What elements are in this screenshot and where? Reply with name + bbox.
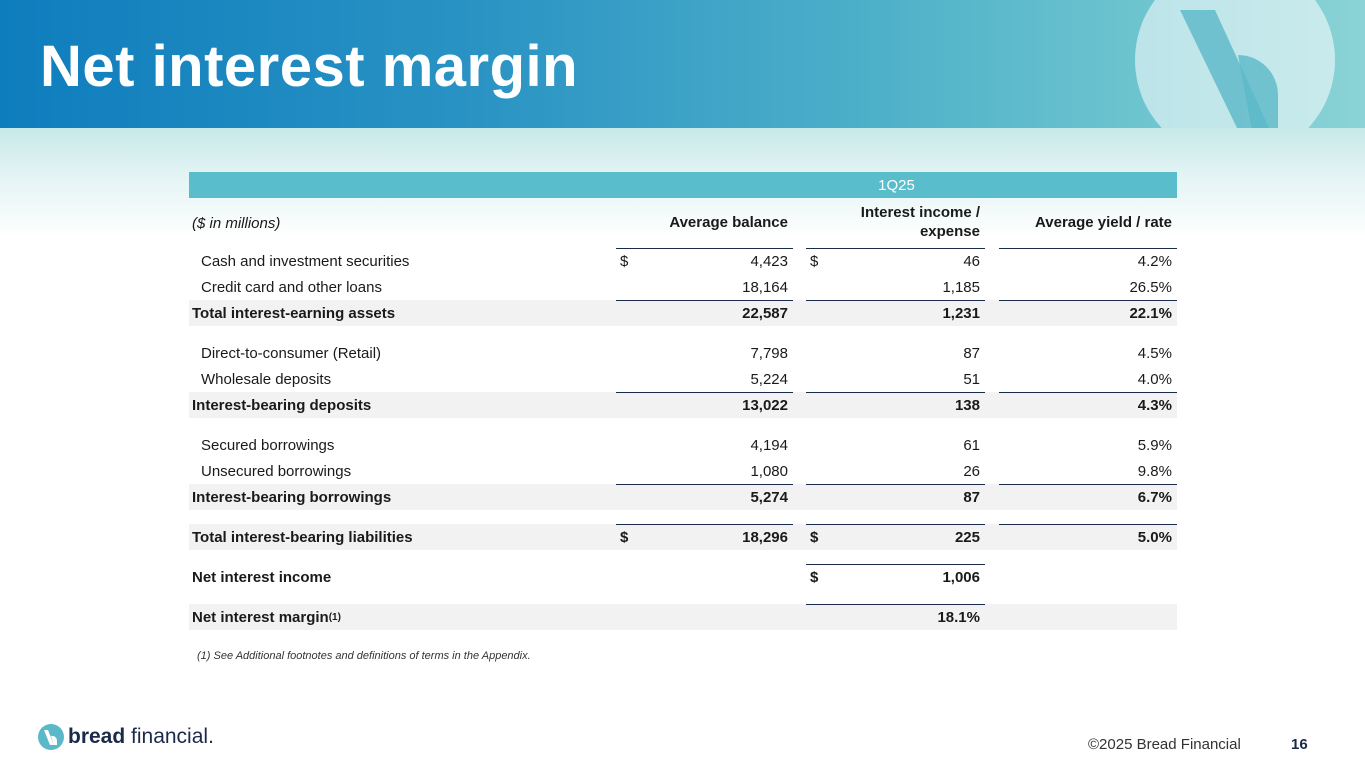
col-interest-income-line2: expense [919,223,980,240]
footnote-marker: (1) [328,611,341,623]
footnote: (1) See Additional footnotes and definit… [197,650,531,662]
dollar-sign: $ [810,252,819,270]
row-label: Total interest-bearing liabilities [192,528,413,546]
table-row-nim: Net interest margin (1) 18.1% [189,604,1177,630]
balance-cell: 13,022 [616,392,793,418]
balance-cell: 5,224 [750,370,788,388]
yield-cell: 5.9% [1137,436,1172,454]
column-header-row: ($ in millions) Average balance Interest… [189,198,1177,248]
table-row: Cash and investment securities $4,423 $4… [189,248,1177,274]
income-cell: $46 [806,248,985,274]
col-average-yield: Average yield / rate [1034,213,1172,231]
income-cell: 1,185 [942,278,980,296]
table-row-total: Total interest-bearing liabilities $18,2… [189,524,1177,550]
row-label: Net interest margin (1) [192,608,341,626]
income-cell: 51 [963,370,980,388]
balance-cell: $18,296 [616,524,793,550]
table-row-total: Total interest-earning assets 22,587 1,2… [189,300,1177,326]
yield-cell: 4.3% [999,392,1177,418]
table-row-total: Interest-bearing borrowings 5,274 87 6.7… [189,484,1177,510]
income-cell: 87 [963,344,980,362]
yield-cell: 6.7% [999,484,1177,510]
table-row: Secured borrowings 4,194 61 5.9% [189,432,1177,458]
brand-name: bread financial. [68,725,214,748]
dollar-sign: $ [620,528,629,546]
row-label: Unsecured borrowings [201,462,352,480]
balance-cell: 7,798 [750,344,788,362]
table-row: Unsecured borrowings 1,080 26 9.8% [189,458,1177,484]
col-interest-income-line1: Interest income / [860,204,980,222]
balance-cell: 4,194 [750,436,788,454]
balance-cell: 18,164 [742,278,788,296]
dollar-sign: $ [620,252,629,270]
bread-logo-icon [38,724,64,750]
page-title: Net interest margin [40,34,579,99]
row-label: Secured borrowings [201,436,335,454]
col-interest-income: Interest income / expense [806,198,985,248]
income-cell: 1,231 [806,300,985,326]
balance-cell: 22,587 [616,300,793,326]
income-cell: $225 [806,524,985,550]
income-cell: $1,006 [806,564,985,590]
copyright: ©2025 Bread Financial [1088,736,1241,753]
page-number: 16 [1291,736,1308,753]
yield-cell: 9.8% [1137,462,1172,480]
income-cell: 18.1% [806,604,985,630]
row-label: Wholesale deposits [201,370,332,388]
row-label: Net interest income [192,568,332,586]
table-row: Direct-to-consumer (Retail) 7,798 87 4.5… [189,340,1177,366]
bread-logo-watermark-icon [1135,0,1335,128]
dollar-sign: $ [810,568,819,586]
header-band: Net interest margin [0,0,1365,128]
table-row-total: Interest-bearing deposits 13,022 138 4.3… [189,392,1177,418]
row-label: Cash and investment securities [201,252,410,270]
period-header: 1Q25 [189,172,1177,198]
yield-cell: 4.2% [999,248,1177,274]
table-row-nii: Net interest income $1,006 [189,564,1177,590]
col-average-balance: Average balance [669,213,788,231]
nim-table: 1Q25 ($ in millions) Average balance Int… [189,172,1177,630]
row-label: Interest-bearing borrowings [192,488,392,506]
row-label: Credit card and other loans [201,278,382,296]
period-label: 1Q25 [878,176,915,194]
balance-cell: $4,423 [616,248,793,274]
yield-cell: 22.1% [999,300,1177,326]
income-cell: 138 [806,392,985,418]
yield-cell: 26.5% [1129,278,1172,296]
dollar-sign: $ [810,528,819,546]
yield-cell: 4.0% [1137,370,1172,388]
row-label: Direct-to-consumer (Retail) [201,344,382,362]
row-label: Total interest-earning assets [192,304,396,322]
table-row: Credit card and other loans 18,164 1,185… [189,274,1177,300]
balance-cell: 5,274 [616,484,793,510]
brand-logo: bread financial. [38,724,214,750]
income-cell: 87 [806,484,985,510]
income-cell: 61 [963,436,980,454]
table-row: Wholesale deposits 5,224 51 4.0% [189,366,1177,392]
balance-cell: 1,080 [750,462,788,480]
unit-label: ($ in millions) [192,214,281,232]
row-label: Interest-bearing deposits [192,396,372,414]
yield-cell: 4.5% [1137,344,1172,362]
yield-cell: 5.0% [999,524,1177,550]
income-cell: 26 [963,462,980,480]
